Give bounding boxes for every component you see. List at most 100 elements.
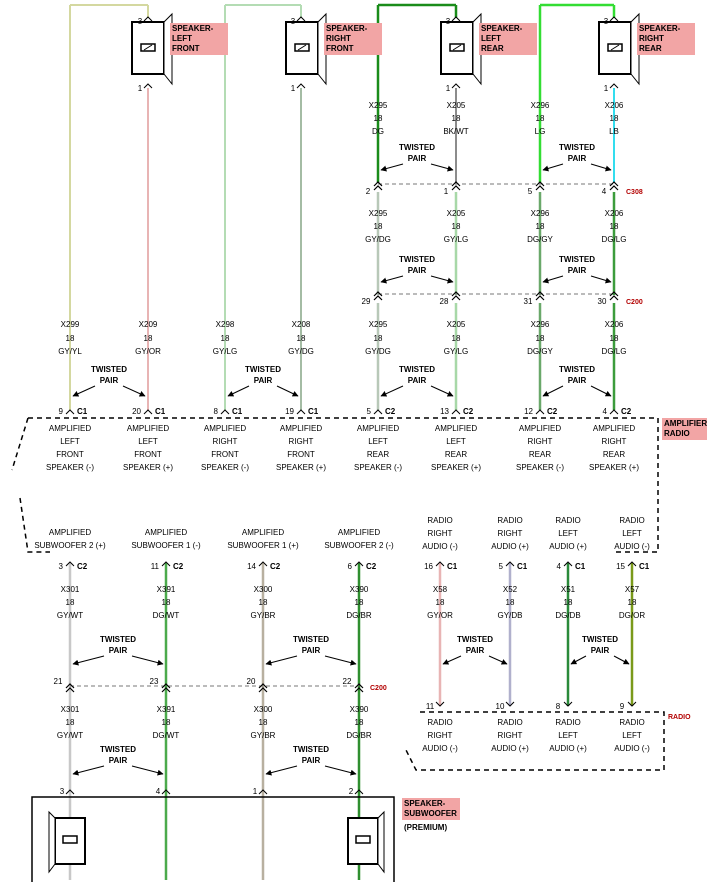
subwoofer-pin: 3 <box>60 787 65 796</box>
circuit-gauge: 18 <box>536 114 545 123</box>
speaker-magnet <box>297 44 307 51</box>
radio-label-text: RADIO <box>619 718 644 727</box>
circuit-gauge: 18 <box>374 114 383 123</box>
amp-label: AMPLIFIED <box>593 424 635 433</box>
c200-pin: 28 <box>440 297 449 306</box>
lower-label: SUBWOOFER 1 (+) <box>227 541 299 550</box>
c308-pin-chevron <box>609 185 619 191</box>
twisted-pair-sub-2-label: TWISTED <box>100 745 136 754</box>
circuit-id: X295 <box>369 101 388 110</box>
circuit-id: X206 <box>605 101 624 110</box>
c200-label: C200 <box>626 299 643 306</box>
twisted-pair-sub-label: TWISTED <box>100 635 136 644</box>
subwoofer-speaker-box <box>54 817 86 865</box>
lower-pin: 5 <box>499 562 504 571</box>
lower-label: AUDIO (+) <box>549 542 587 551</box>
c200-sub-pin-chevron <box>354 687 364 693</box>
circuit-gauge: 18 <box>259 718 268 727</box>
twisted-pair-sub-arrow <box>131 655 164 666</box>
lower-label: AMPLIFIED <box>338 528 380 537</box>
circuit-gauge: 18 <box>610 114 619 123</box>
speaker-label-text: SPEAKER- <box>639 24 681 33</box>
twisted-pair-sub-arrow <box>265 655 298 666</box>
circuit-gauge: 18 <box>436 598 445 607</box>
lower-label: RADIO <box>555 516 580 525</box>
amp-label: SPEAKER (-) <box>201 463 249 472</box>
lower-pin: 3 <box>59 562 64 571</box>
lower-label: AUDIO (-) <box>614 542 650 551</box>
twisted-pair-radio-label: TWISTED <box>582 635 618 644</box>
radio-label-text: RADIO <box>497 718 522 727</box>
circuit-id: X57 <box>625 585 640 594</box>
speaker-label-text: LEFT <box>481 34 501 43</box>
circuit-gauge: 18 <box>162 718 171 727</box>
circuit-id: X209 <box>139 320 158 329</box>
c200-sub-pin: 21 <box>54 677 63 686</box>
circuit-color: DG <box>372 127 384 136</box>
circuit-color: LG <box>535 127 546 136</box>
speaker-label-bg <box>479 23 537 55</box>
speaker-pin-bottom: 1 <box>291 84 296 93</box>
radio-label-text: AUDIO (+) <box>549 744 587 753</box>
amp-conn: C2 <box>463 407 474 416</box>
twisted-pair-radio-arrow <box>570 655 587 665</box>
speaker-label-text: REAR <box>481 44 504 53</box>
amp-conn: C1 <box>77 407 88 416</box>
amp-pin-chevron <box>143 409 153 415</box>
circuit-color: GY/BR <box>251 611 276 620</box>
lower-conn: C1 <box>575 562 586 571</box>
lower-conn: C1 <box>447 562 458 571</box>
radio-pin-chevron <box>563 701 573 707</box>
amp-label: AMPLIFIED <box>127 424 169 433</box>
circuit-gauge: 18 <box>355 718 364 727</box>
circuit-gauge: 18 <box>610 334 619 343</box>
c308-pin-chevron <box>451 185 461 191</box>
lower-label: RIGHT <box>428 529 453 538</box>
amp-conn: C2 <box>621 407 632 416</box>
circuit-color: DG/WT <box>153 731 180 740</box>
radio-pin: 8 <box>556 702 561 711</box>
circuit-color: DG/DB <box>555 611 580 620</box>
lower-pin-chevron <box>258 561 268 567</box>
radio-pin: 10 <box>496 702 505 711</box>
lower-pin: 16 <box>424 562 433 571</box>
c200-pin: 31 <box>524 297 533 306</box>
twisted-pair-amp-label: PAIR <box>408 376 427 385</box>
circuit-id: X206 <box>605 320 624 329</box>
speaker-label-text: FRONT <box>172 44 200 53</box>
amp-label: RIGHT <box>289 437 314 446</box>
twisted-pair-amp-label: TWISTED <box>91 365 127 374</box>
circuit-id: X206 <box>605 209 624 218</box>
twisted-pair-rear-1-label: TWISTED <box>399 143 435 152</box>
c200-pin: 29 <box>362 297 371 306</box>
amp-label: LEFT <box>446 437 466 446</box>
circuit-gauge: 18 <box>66 334 75 343</box>
amp-pin: 19 <box>285 407 294 416</box>
lower-pin: 6 <box>348 562 353 571</box>
c200-pin-chevron <box>373 291 383 297</box>
circuit-id: X205 <box>447 209 466 218</box>
speaker-pin-top: 3 <box>138 17 143 26</box>
lower-label: AMPLIFIED <box>242 528 284 537</box>
speaker-pin-chevron <box>451 16 461 22</box>
amp-pin: 20 <box>132 407 141 416</box>
subwoofer-pin: 4 <box>156 787 161 796</box>
circuit-id: X52 <box>503 585 518 594</box>
circuit-color: LB <box>609 127 619 136</box>
amp-pin-chevron <box>296 409 306 415</box>
radio-pin: 9 <box>620 702 625 711</box>
twisted-pair-rear-2-label: PAIR <box>568 154 587 163</box>
radio-label-text: RADIO <box>427 718 452 727</box>
c200-sub-pin: 23 <box>150 677 159 686</box>
twisted-pair-radio-label: PAIR <box>466 646 485 655</box>
c200-pin-chevron <box>609 291 619 297</box>
speaker-pin-bottom: 1 <box>446 84 451 93</box>
circuit-color: DG/GY <box>527 235 553 244</box>
speaker-pin-bottom: 1 <box>138 84 143 93</box>
c200-sub-pin-chevron <box>161 683 171 689</box>
circuit-gauge: 18 <box>536 334 545 343</box>
speaker-label-text: REAR <box>639 44 662 53</box>
twisted-pair-rear-4-label: PAIR <box>568 266 587 275</box>
radio-label-text: LEFT <box>622 731 642 740</box>
amp-conn: C2 <box>385 407 396 416</box>
